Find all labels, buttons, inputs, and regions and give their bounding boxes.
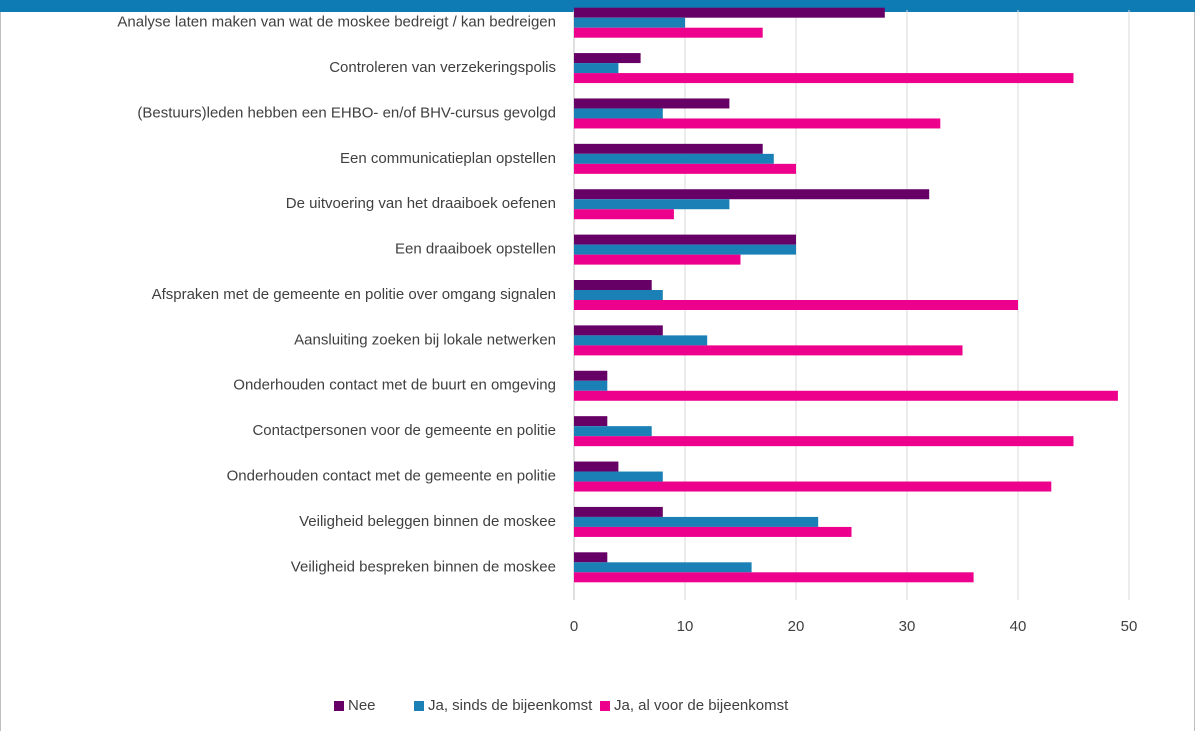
bar: [574, 416, 608, 427]
bar: [574, 254, 741, 265]
y-tick-label: Veiligheid bespreken binnen de moskee: [291, 558, 556, 575]
bar: [574, 234, 796, 245]
bar: [574, 27, 763, 38]
bar: [574, 7, 885, 18]
legend-label: Ja, sinds de bijeenkomst: [428, 697, 593, 714]
bar: [574, 118, 941, 129]
bar: [574, 481, 1052, 492]
y-tick-label: Een draaiboek opstellen: [395, 241, 556, 258]
bar: [574, 98, 730, 109]
bar: [574, 562, 752, 573]
bar: [574, 325, 663, 336]
header-strip: [0, 0, 1195, 12]
bar: [574, 17, 685, 28]
bar: [574, 461, 619, 472]
bar: [574, 280, 652, 290]
bar: [574, 572, 974, 583]
y-tick-label: Afspraken met de gemeente en politie ove…: [152, 286, 556, 303]
bar: [574, 163, 796, 174]
y-tick-label: Een communicatieplan opstellen: [340, 150, 556, 167]
bar: [574, 189, 930, 200]
y-tick-label: Analyse laten maken van wat de moskee be…: [117, 14, 556, 31]
bar: [574, 73, 1074, 84]
x-tick-label: 40: [1010, 618, 1027, 635]
y-tick-label: Contactpersonen voor de gemeente en poli…: [252, 422, 556, 439]
legend-label: Nee: [348, 697, 376, 714]
bar: [574, 244, 796, 255]
legend-swatch: [334, 701, 344, 711]
bar: [574, 426, 652, 437]
bar: [574, 108, 663, 119]
bar: [574, 526, 852, 537]
x-tick-label: 50: [1121, 618, 1138, 635]
bar: [574, 153, 774, 164]
y-tick-label: Aansluiting zoeken bij lokale netwerken: [294, 331, 556, 348]
bar: [574, 63, 619, 74]
bar: [574, 380, 608, 391]
bar: [574, 506, 663, 517]
bar: [574, 199, 730, 210]
y-tick-label: Controleren van verzekeringspolis: [329, 59, 556, 76]
legend-swatch: [600, 701, 610, 711]
bar: [574, 300, 1018, 310]
x-tick-label: 30: [899, 618, 916, 635]
bar: [574, 436, 1074, 447]
bar: [574, 209, 674, 220]
y-tick-label: Veiligheid beleggen binnen de moskee: [299, 513, 556, 530]
x-tick-label: 20: [788, 618, 805, 635]
bar: [574, 370, 608, 381]
y-tick-label: (Bestuurs)leden hebben een EHBO- en/of B…: [137, 104, 556, 121]
y-tick-label: Onderhouden contact met de buurt en omge…: [233, 377, 556, 394]
y-tick-label: De uitvoering van het draaiboek oefenen: [286, 195, 556, 212]
bar: [574, 335, 708, 346]
bar: [574, 552, 608, 563]
legend-swatch: [414, 701, 424, 711]
x-tick-label: 0: [570, 618, 578, 635]
legend-label: Ja, al voor de bijeenkomst: [614, 697, 789, 714]
bar: [574, 390, 1118, 401]
x-tick-label: 10: [677, 618, 694, 635]
bar: [574, 290, 663, 300]
bar: [574, 143, 763, 154]
bar: [574, 345, 963, 356]
bar: [574, 53, 641, 64]
y-tick-label: Onderhouden contact met de gemeente en p…: [227, 468, 556, 485]
bar: [574, 516, 819, 527]
bar: [574, 471, 663, 482]
